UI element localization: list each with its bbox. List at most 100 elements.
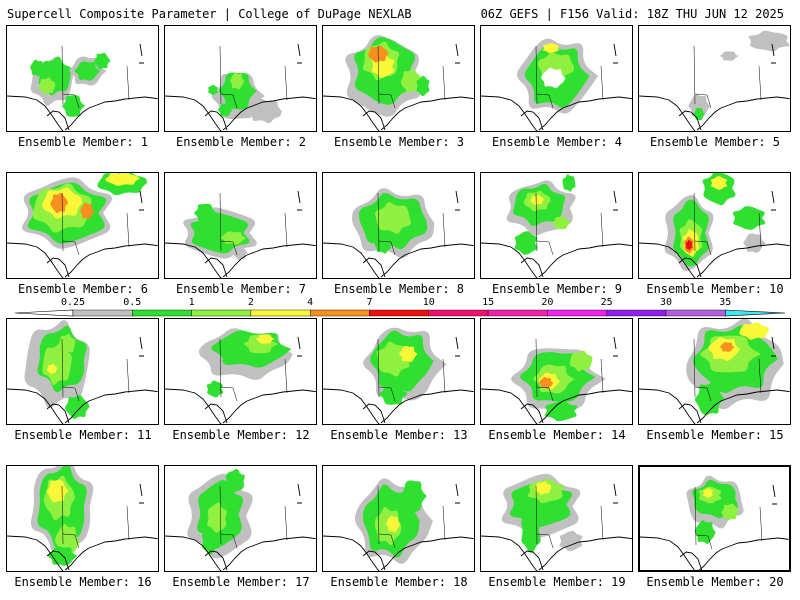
field-contour <box>559 530 583 552</box>
field-contour <box>248 98 282 124</box>
panel-map <box>7 466 158 571</box>
field-contour <box>743 233 766 253</box>
coastline <box>165 242 316 278</box>
ensemble-member-label: Ensemble Member: 9 <box>491 282 623 296</box>
ensemble-panel-20[interactable] <box>638 465 791 572</box>
field-contour <box>703 487 713 499</box>
panel-map <box>323 188 474 278</box>
island-outline <box>613 483 618 504</box>
island-outline <box>297 43 302 64</box>
ensemble-panel-19[interactable] <box>480 465 633 572</box>
island-outline <box>772 484 777 505</box>
ensemble-panel-16[interactable] <box>6 465 159 572</box>
colorbar-segment <box>665 309 726 317</box>
coastline <box>7 388 158 424</box>
ensemble-panel-12[interactable] <box>164 318 317 425</box>
island-outline <box>771 336 776 357</box>
coastline <box>639 242 790 278</box>
field-contour <box>74 61 101 81</box>
ensemble-member-label: Ensemble Member: 20 <box>646 575 784 589</box>
field-contour <box>208 84 218 96</box>
ensemble-panel-5[interactable] <box>638 25 791 132</box>
field-contour <box>46 479 69 503</box>
field-contour <box>225 468 245 494</box>
state-border <box>693 45 762 109</box>
coastline <box>481 535 632 571</box>
ensemble-panel-3[interactable] <box>322 25 475 132</box>
panel-map <box>639 173 790 278</box>
ensemble-panel-9[interactable] <box>480 172 633 279</box>
field-contour <box>65 394 90 420</box>
coastline <box>323 242 474 278</box>
ensemble-panel-14[interactable] <box>480 318 633 425</box>
ensemble-panel-13[interactable] <box>322 318 475 425</box>
field-contour <box>201 527 219 555</box>
ensemble-member-label: Ensemble Member: 4 <box>491 135 623 149</box>
field-contour <box>400 480 427 512</box>
ensemble-member-label: Ensemble Member: 15 <box>646 428 784 442</box>
state-border <box>377 338 446 402</box>
field-contour <box>541 67 566 89</box>
field-contour <box>710 176 728 190</box>
ensemble-panel-4[interactable] <box>480 25 633 132</box>
field-contour <box>530 194 544 206</box>
field-contour <box>534 480 552 496</box>
ensemble-panel-10[interactable] <box>638 172 791 279</box>
island-outline <box>455 190 460 211</box>
panel-map <box>639 30 790 131</box>
field-contour <box>30 59 45 77</box>
ensemble-panel-11[interactable] <box>6 318 159 425</box>
field-contour <box>256 334 275 344</box>
colorbar-segment <box>132 309 192 317</box>
field-contour <box>539 376 554 390</box>
ensemble-panel-18[interactable] <box>322 465 475 572</box>
field-contour <box>732 206 766 230</box>
colorbar-tick-label: 30 <box>659 297 673 308</box>
coastline <box>323 95 474 131</box>
panel-map <box>323 35 474 131</box>
island-outline <box>139 190 144 211</box>
state-border <box>61 192 130 256</box>
ensemble-panel-7[interactable] <box>164 172 317 279</box>
coastline <box>165 95 316 131</box>
colorbar-over-arrow <box>725 309 786 317</box>
field-contour <box>521 509 541 553</box>
state-border <box>535 192 604 256</box>
ensemble-member-label: Ensemble Member: 16 <box>14 575 152 589</box>
ensemble-member-label: Ensemble Member: 17 <box>172 575 310 589</box>
field-contour <box>542 42 560 54</box>
ensemble-panel-1[interactable] <box>6 25 159 132</box>
colorbar-under-arrow <box>14 309 74 317</box>
state-border <box>535 45 604 109</box>
island-outline <box>771 190 776 211</box>
ensemble-panel-15[interactable] <box>638 318 791 425</box>
ensemble-panel-2[interactable] <box>164 25 317 132</box>
state-border <box>694 486 763 550</box>
coastline <box>323 535 474 571</box>
ensemble-member-label: Ensemble Member: 18 <box>330 575 468 589</box>
island-outline <box>139 336 144 357</box>
field-contour <box>386 515 401 533</box>
state-border <box>693 192 762 256</box>
colorbar-tick-label: 25 <box>600 297 613 308</box>
ensemble-panel-6[interactable] <box>6 172 159 279</box>
ensemble-panel-8[interactable] <box>322 172 475 279</box>
island-outline <box>613 336 618 357</box>
field-contour <box>694 382 725 416</box>
state-border <box>219 192 288 256</box>
island-outline <box>297 190 302 211</box>
valid-time: 06Z GEFS | F156 Valid: 18Z THU JUN 12 20… <box>480 7 784 21</box>
field-contour <box>94 52 111 70</box>
panel-map <box>640 475 789 570</box>
field-contour <box>206 380 224 398</box>
colorbar-tick-label: 20 <box>541 297 554 308</box>
state-border <box>535 338 604 402</box>
ensemble-panel-17[interactable] <box>164 465 317 572</box>
coastline <box>7 242 158 278</box>
ensemble-member-label: Ensemble Member: 7 <box>175 282 307 296</box>
colorbar-segment <box>310 309 370 317</box>
state-border <box>61 485 130 549</box>
ensemble-member-label: Ensemble Member: 10 <box>646 282 784 296</box>
field-contour <box>739 322 769 340</box>
ensemble-member-label: Ensemble Member: 3 <box>333 135 465 149</box>
